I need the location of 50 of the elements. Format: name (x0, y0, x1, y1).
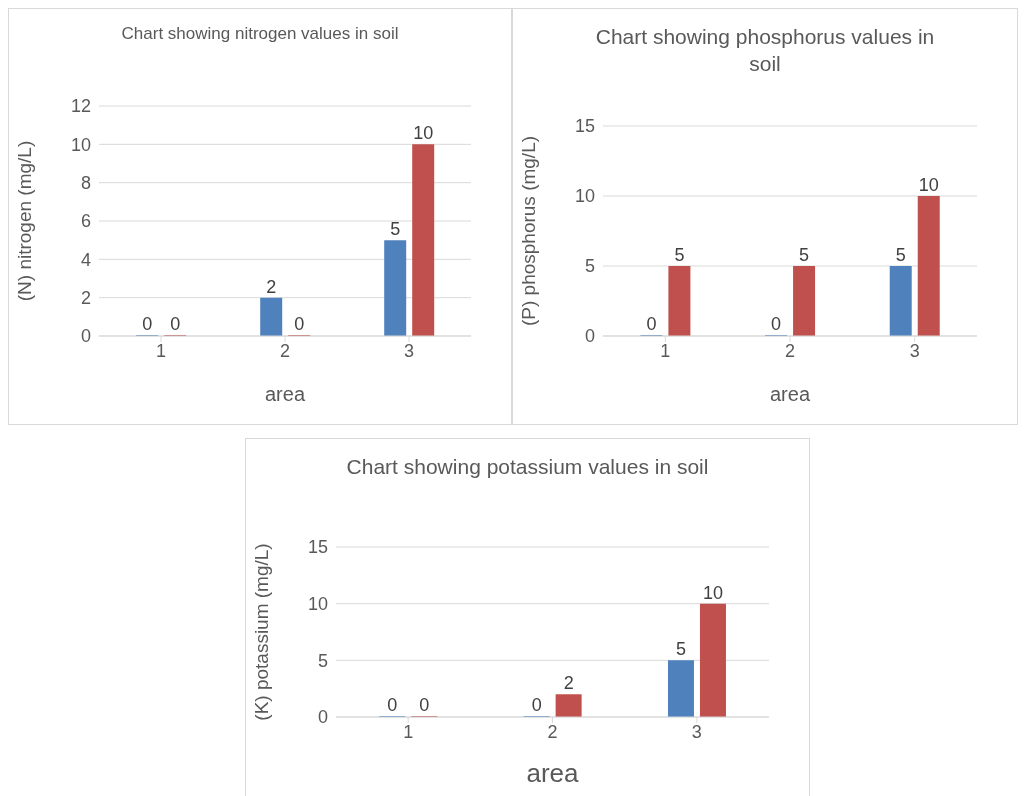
data-label: 0 (170, 314, 181, 334)
y-tick-label: 10 (574, 186, 595, 207)
y-tick-label: 5 (317, 650, 328, 671)
data-label: 0 (387, 695, 398, 715)
x-tick-label: 2 (784, 340, 796, 361)
chart-title: Chart showing nitrogen values in soil (120, 23, 400, 45)
chart-title: Chart showing phosphorus values in soil (594, 24, 936, 78)
x-axis-title: area (264, 383, 306, 405)
data-label: 0 (142, 314, 153, 334)
y-tick-label: 10 (70, 134, 91, 155)
data-label: 0 (419, 695, 430, 715)
x-tick-label: 3 (691, 721, 702, 742)
y-tick-label: 8 (80, 173, 91, 194)
x-tick-label: 3 (403, 340, 415, 361)
x-axis-title: area (526, 758, 580, 788)
data-label: 5 (390, 219, 401, 240)
y-tick-label: 5 (584, 256, 595, 277)
y-tick-label: 4 (80, 249, 91, 270)
y-tick-label: 15 (574, 116, 595, 137)
x-tick-label: 1 (403, 721, 414, 742)
x-tick-label: 1 (660, 340, 671, 361)
data-label: 0 (771, 314, 782, 334)
x-axis-title: area (769, 383, 811, 405)
y-tick-label: 0 (584, 326, 595, 347)
data-label: 5 (799, 245, 810, 265)
y-tick-label: 6 (80, 211, 91, 232)
data-label: 0 (531, 695, 542, 715)
data-label: 10 (413, 123, 434, 144)
y-tick-label: 12 (70, 96, 91, 117)
data-label: 10 (918, 175, 939, 195)
data-label: 2 (266, 276, 277, 297)
y-tick-label: 0 (317, 707, 328, 728)
y-axis-title: (P) phosphorus (mg/L) (517, 135, 539, 327)
y-tick-label: 10 (307, 594, 328, 615)
x-tick-label: 2 (547, 721, 558, 742)
data-label: 0 (646, 314, 657, 334)
data-label: 5 (675, 639, 686, 660)
x-tick-label: 1 (155, 340, 167, 361)
y-tick-label: 2 (80, 288, 91, 309)
y-tick-label: 0 (80, 326, 91, 347)
x-tick-label: 3 (909, 340, 920, 361)
data-label: 0 (294, 314, 305, 334)
chart-title: Chart showing potassium values in soil (345, 454, 710, 480)
data-label: 10 (702, 582, 723, 603)
x-tick-label: 2 (279, 340, 291, 361)
data-label: 5 (895, 245, 906, 265)
data-label: 5 (674, 245, 685, 265)
y-tick-label: 15 (307, 537, 328, 558)
y-axis-title: (N) nitrogen (mg/L) (13, 140, 35, 302)
y-axis-title: (K) potassium (mg/L) (250, 543, 272, 721)
